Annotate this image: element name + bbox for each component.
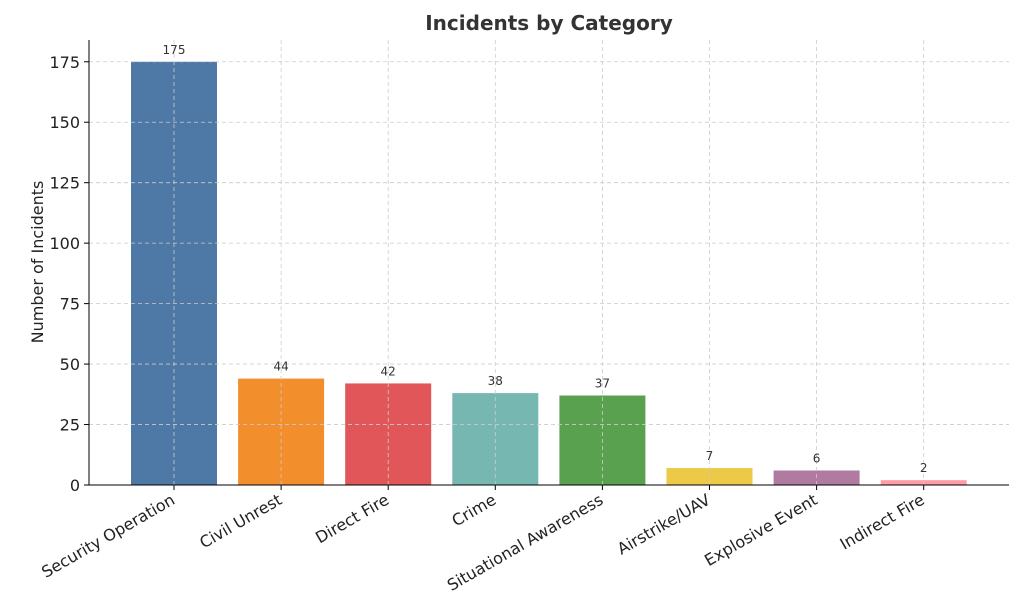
bar-value-label: 175 [163, 43, 186, 57]
x-tick-label: Civil Unrest [196, 490, 285, 552]
axes [88, 40, 1009, 486]
y-axis-title: Number of Incidents [28, 181, 47, 344]
bar-value-label: 7 [706, 449, 714, 463]
y-tick-label: 175 [49, 53, 80, 72]
y-tick-label: 0 [70, 476, 80, 495]
y-ticks: 0 25 50 75 100 125 150 175 [49, 53, 89, 495]
x-tick-label: Explosive Event [701, 490, 820, 570]
x-tick-label: Crime [449, 490, 500, 530]
x-tick-label: Airstrike/UAV [614, 490, 714, 559]
bar-value-label: 37 [595, 377, 610, 391]
x-tick-label: Indirect Fire [837, 490, 928, 554]
y-tick-label: 100 [49, 234, 80, 253]
bar-value-label: 42 [381, 364, 396, 378]
x-tick-label: Direct Fire [312, 490, 392, 547]
bar-value-label: 6 [813, 451, 821, 465]
y-tick-label: 25 [60, 416, 80, 435]
y-tick-label: 150 [49, 113, 80, 132]
x-ticks: Security Operation Civil Unrest Direct Fir… [38, 485, 928, 595]
y-tick-label: 75 [60, 295, 80, 314]
x-tick-label: Security Operation [38, 490, 178, 582]
bar-value-label: 38 [488, 374, 503, 388]
y-tick-label: 125 [49, 174, 80, 193]
data-labels: 175 44 42 38 37 7 6 2 [163, 43, 928, 475]
bar-value-label: 2 [920, 461, 928, 475]
grid [89, 40, 1009, 486]
bar-value-label: 44 [273, 360, 288, 374]
y-tick-label: 50 [60, 355, 80, 374]
bars [131, 61, 967, 486]
chart-title: Incidents by Category [425, 11, 673, 35]
